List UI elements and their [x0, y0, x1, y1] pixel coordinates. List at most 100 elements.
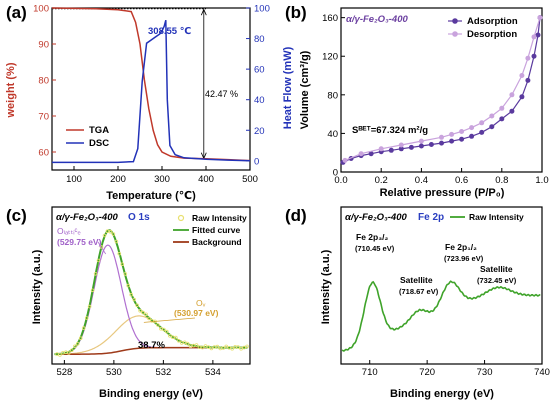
panel-b-adsorption-point: [525, 77, 531, 83]
panel-c-raw-point: [120, 262, 125, 267]
panel-b-legend-desorption-marker: [452, 31, 458, 37]
panel-b-desorption-point: [342, 157, 348, 163]
panel-c-raw-point: [102, 233, 107, 238]
panel-c-label: (c): [6, 206, 27, 225]
panel-c-x-tick-label: 534: [205, 367, 221, 378]
panel-a: (a) 100 200 300 400 500 60 70 80 90 100 0 20 40 60 8…: [5, 3, 294, 202]
panel-b-y-tick-label: 120: [322, 52, 338, 63]
panel-b-y-tick-label: 40: [327, 129, 338, 140]
panel-c-element-label: O 1s: [128, 212, 150, 223]
panel-c-raw-point: [200, 345, 205, 350]
panel-c-olattice-component: [54, 244, 248, 355]
panel-c-raw-point: [70, 348, 74, 353]
panel-c-raw-point: [174, 335, 178, 340]
panel-c-plot: [54, 229, 249, 357]
panel-b-desorption-point: [459, 129, 465, 134]
panel-b-x-tick-label: 0.2: [375, 175, 388, 186]
panel-c-ov-percentage: 38.7%: [138, 340, 165, 351]
panel-a-legend-dsc: DSC: [89, 138, 109, 149]
panel-b-adsorption-point: [479, 129, 485, 135]
panel-b-y-tick-label: 0: [333, 168, 338, 179]
panel-c-ov-energy: (530.97 eV): [174, 308, 219, 318]
panel-b-adsorption-point: [489, 124, 495, 130]
panel-a-dsc-peak-annotation: 308.55 ℃: [148, 26, 191, 37]
panel-d-plot: [341, 280, 541, 352]
panel-c-raw-point: [132, 297, 137, 302]
panel-c-raw-point: [194, 343, 199, 347]
panel-a-y-left-tick-label: 80: [38, 76, 49, 87]
panel-a-y-right-tick-label: 100: [254, 4, 270, 15]
panel-c-x-tick-label: 530: [106, 367, 122, 378]
panel-b-adsorption-point: [499, 116, 505, 122]
panel-a-x-tick-label: 100: [66, 174, 82, 185]
panel-b-y-tick-label: 80: [327, 90, 338, 101]
panel-c-raw-point: [58, 353, 62, 357]
panel-b-adsorption-point: [519, 94, 525, 100]
panel-c-raw-point: [117, 251, 122, 256]
panel-c-raw-point: [182, 340, 187, 345]
panel-d-x-tick-label: 740: [534, 367, 550, 378]
panel-b-desorption-point: [378, 146, 384, 152]
panel-c-raw-point: [227, 345, 232, 350]
panel-b-x-axis-label: Relative pressure (P/P₀): [380, 187, 505, 199]
panel-b-desorption-point: [519, 73, 525, 78]
panel-b-bet-annotation: Sᴮᴱᵀ=67.324 m²/g: [352, 125, 428, 136]
panel-d-y-axis-label: Intensity (a.u.): [320, 249, 332, 324]
panel-c-raw-point: [135, 303, 139, 308]
panel-c-legend-fitted: Fitted curve: [192, 225, 240, 235]
panel-b-desorption-point: [439, 134, 444, 140]
panel-a-x-ticks: 100 200 300 400 500: [66, 166, 258, 185]
panel-b-adsorption-point: [398, 146, 404, 152]
panel-d-x-tick-label: 720: [419, 367, 435, 378]
panel-d-x-tick-label: 730: [477, 367, 493, 378]
panel-c-raw-point: [236, 345, 240, 349]
panel-d-frame: [340, 206, 543, 365]
panel-b-desorption-point: [531, 34, 537, 40]
panel-d-x-tick-label: 710: [362, 367, 378, 378]
panel-b-x-tick-label: 0.0: [334, 175, 347, 186]
panel-c-legend-raw-marker: [177, 214, 185, 222]
panel-c-raw-point: [123, 272, 128, 276]
panel-c-raw-point: [111, 232, 116, 236]
panel-c-raw-point: [87, 304, 92, 309]
panel-c-ov-label: Oᵥ: [196, 298, 206, 308]
panel-a-dsc-line: [52, 20, 251, 164]
panel-c-x-tick-label: 528: [56, 367, 72, 378]
panel-c-raw-point: [168, 333, 172, 338]
panel-c-frame: [51, 206, 251, 365]
panel-a-frame: [51, 7, 251, 171]
panel-c-raw-point: [165, 329, 169, 334]
panel-b-legend-desorption: Desorption: [467, 29, 517, 40]
panel-c-raw-point: [99, 245, 104, 249]
panel-b-adsorption-point: [418, 143, 424, 149]
panel-b-desorption-point: [509, 92, 515, 98]
panel-a-y-left-tick-label: 60: [38, 148, 49, 159]
panel-b-adsorption-point: [509, 108, 515, 114]
panel-b-x-tick-label: 0.6: [455, 175, 468, 186]
panel-d-peak1-energy: (710.45 eV): [355, 244, 395, 253]
panel-c-raw-point: [176, 338, 181, 343]
panel-b-legend-adsorption-marker: [452, 18, 458, 24]
panel-d-x-ticks: 710 720 730 740: [362, 360, 550, 378]
panel-a-x-tick-label: 500: [242, 174, 258, 185]
panel-c-raw-point: [67, 351, 71, 355]
panel-c-legend-raw: Raw Intensity: [192, 213, 247, 223]
panel-b-adsorption-point: [459, 136, 465, 142]
panel-c-y-axis-label: Intensity (a.u.): [31, 249, 43, 324]
panel-c-raw-point: [224, 344, 229, 349]
panel-b-desorption-point: [398, 142, 404, 148]
panel-c-raw-point: [84, 316, 89, 320]
panel-c-raw-point: [73, 344, 77, 349]
panel-c-raw-point: [93, 271, 98, 276]
panel-c-raw-point: [81, 326, 86, 330]
panel-d-peak1-label: Fe 2p₃/₂: [356, 232, 388, 242]
panel-c: (c) 528 530 532 534 α/γ-Fe₂O₃-400 O 1s Bind…: [6, 206, 251, 400]
panel-b-y-ticks: 0 40 80 120 160: [322, 13, 345, 179]
panel-a-y-right-tick-label: 20: [254, 126, 265, 137]
panel-b-y-axis-label: Volume (cm³/g): [299, 50, 311, 129]
panel-c-x-ticks: 528 530 532 534: [56, 360, 221, 378]
panel-c-olattice-leader: [97, 241, 107, 255]
panel-c-legend-background: Background: [192, 237, 242, 247]
